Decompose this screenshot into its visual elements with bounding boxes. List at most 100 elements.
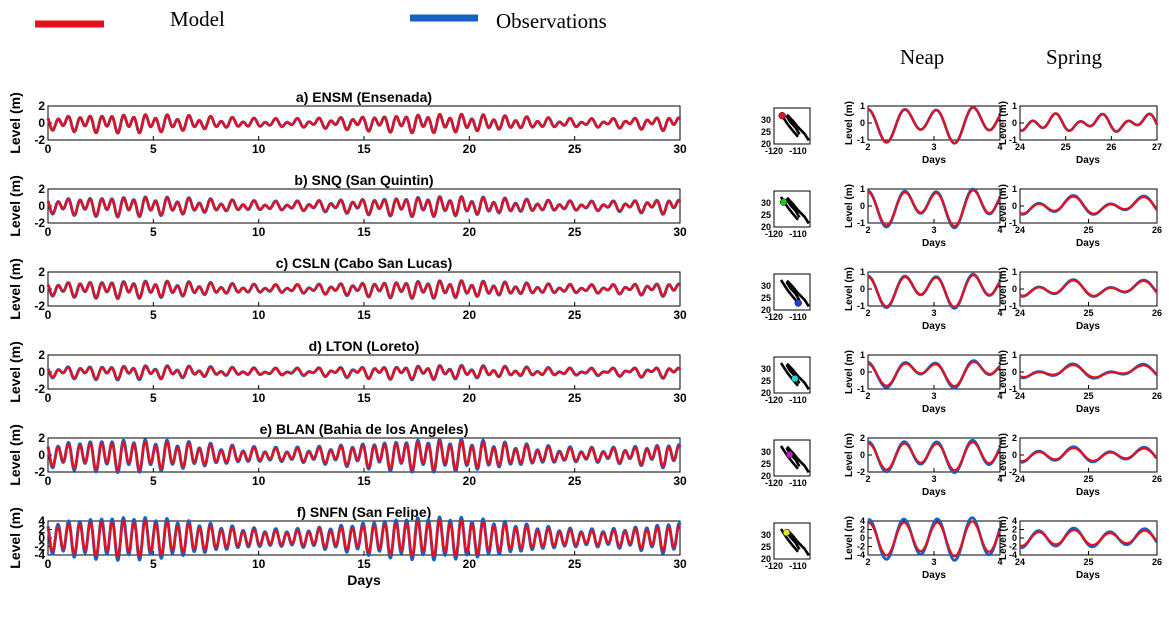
map-ytick-label: 20: [761, 305, 771, 315]
neap-axis-xtick-label: 2: [865, 225, 870, 235]
map-xtick-label: -110: [789, 312, 807, 322]
main-axis-xtick-label: 25: [568, 391, 582, 405]
main-axis-xtick-label: 5: [150, 225, 157, 239]
map-xtick-label: -120: [765, 561, 783, 571]
main-axis-xtick-label: 25: [568, 557, 582, 571]
map-ytick-label: 30: [761, 281, 771, 291]
neap-axis-xtick-label: 3: [931, 474, 936, 484]
neap-model-line: [867, 189, 1001, 228]
station-title: e) BLAN (Bahia de los Angeles): [260, 421, 469, 437]
map-coastline: [785, 281, 801, 302]
main-ylabel: Level (m): [7, 341, 23, 402]
station-row: b) SNQ (San Quintin)0 5 10 15 20 25 3020-2Leve…: [7, 172, 1162, 249]
spring-axis-ytick-label: -2: [1009, 467, 1017, 477]
spring-axis-ytick-label: 0: [1012, 284, 1017, 294]
spring-axis-xtick-label: 25: [1083, 225, 1093, 235]
spring-axis-frame: [1019, 437, 1158, 473]
neap-ylabel: Level (m): [844, 433, 855, 477]
main-axis-ytick-label: 2: [38, 99, 45, 113]
map-coastline: [786, 362, 810, 391]
neap-ylabel: Level (m): [844, 267, 855, 311]
map-frame: [773, 439, 811, 477]
main-axis-ytick-label: -2: [34, 216, 45, 230]
main-axis-ytick-label: 2: [38, 265, 45, 279]
spring-xlabel: Days: [1076, 155, 1100, 166]
spring-axis-xtick-label: 25: [1083, 557, 1093, 567]
spring-axis-xtick-label: 26: [1152, 391, 1162, 401]
spring-axis-frame: [1019, 188, 1158, 224]
neap-model-line: [867, 520, 1002, 558]
map-xtick-label: -110: [789, 146, 807, 156]
main-ylabel: Level (m): [7, 92, 23, 153]
spring-model-line: [1019, 529, 1158, 547]
neap-axis-ytick-label: 0: [860, 533, 865, 543]
map-ytick-label: 25: [761, 293, 771, 303]
spring-axis-ytick-label: 1: [1012, 184, 1017, 194]
main-axis-ytick-label: 0: [38, 199, 45, 213]
spring-axis-xtick-label: 25: [1061, 142, 1071, 152]
main-axis-xtick-label: 5: [150, 308, 157, 322]
main-axis-ytick-label: -2: [34, 299, 45, 313]
spring-ylabel: Level (m): [998, 516, 1009, 560]
main-axis-ytick-label: 0: [38, 282, 45, 296]
spring-axis-xtick-label: 25: [1083, 308, 1093, 318]
map-coastline: [785, 198, 801, 219]
spring-axis-ytick-label: -2: [1009, 542, 1017, 552]
spring-axis-ytick-label: 0: [1012, 367, 1017, 377]
neap-xlabel: Days: [922, 570, 946, 581]
spring-axis-frame: [1019, 105, 1158, 141]
main-ylabel: Level (m): [7, 258, 23, 319]
spring-xlabel: Days: [1076, 487, 1100, 498]
neap-xlabel: Days: [922, 155, 946, 166]
map-xtick-label: -110: [789, 561, 807, 571]
map-frame: [773, 273, 811, 311]
spring-axis-ytick-label: 0: [1012, 450, 1017, 460]
main-axis-xtick-label: 5: [150, 557, 157, 571]
spring-axis-xtick-label: 24: [1015, 557, 1025, 567]
main-axis-xtick-label: 15: [357, 142, 371, 156]
map-coastline: [786, 196, 810, 225]
station-row: e) BLAN (Bahia de los Angeles)0 5 10 15 20 25…: [7, 421, 1162, 498]
legend: Model Observations: [35, 7, 607, 33]
neap-axis-xtick-label: 4: [997, 308, 1002, 318]
neap-axis-xtick-label: 4: [997, 142, 1002, 152]
spring-axis-xtick-label: 24: [1015, 474, 1025, 484]
map-coastline: [786, 445, 810, 474]
main-axis-xtick-label: 0: [45, 308, 52, 322]
neap-axis-xtick-label: 4: [997, 391, 1002, 401]
spring-axis-ytick-label: 1: [1012, 101, 1017, 111]
main-axis-xtick-label: 5: [150, 391, 157, 405]
neap-axis-xtick-label: 2: [865, 557, 870, 567]
station-location-dot: [779, 198, 788, 206]
spring-ylabel: Level (m): [998, 433, 1009, 477]
map-ytick-label: 25: [761, 459, 771, 469]
station-row: f) SNFN (San Felipe)0 5 10 15 20 25 30420-2-4L…: [7, 504, 1162, 588]
spring-axis-xtick-label: 24: [1015, 308, 1025, 318]
map-coastline: [785, 115, 801, 136]
main-axis-xtick-label: 25: [568, 225, 582, 239]
spring-axis-ytick-label: 0: [1012, 201, 1017, 211]
main-xlabel: Days: [347, 572, 381, 588]
main-axis-xtick-label: 0: [45, 225, 52, 239]
map-ytick-label: 25: [761, 542, 771, 552]
neap-axis-frame: [867, 354, 1001, 390]
map-ytick-label: 30: [761, 447, 771, 457]
main-axis-ytick-label: 0: [38, 116, 45, 130]
main-axis-xtick-label: 0: [45, 557, 52, 571]
panels: a) ENSM (Ensenada)0 5 10 15 20 25 3020-2Level …: [7, 89, 1162, 588]
main-axis-xtick-label: 15: [357, 225, 371, 239]
neap-ylabel: Level (m): [844, 184, 855, 228]
spring-xlabel: Days: [1076, 321, 1100, 332]
spring-axis-ytick-label: 2: [1012, 433, 1017, 443]
neap-axis-ytick-label: -1: [857, 301, 865, 311]
neap-axis-xtick-label: 2: [865, 391, 870, 401]
neap-axis-ytick-label: 1: [860, 101, 865, 111]
station-title: c) CSLN (Cabo San Lucas): [276, 255, 453, 271]
spring-axis-xtick-label: 25: [1083, 474, 1093, 484]
main-axis-ytick-label: 2: [38, 431, 45, 445]
neap-model-line: [867, 360, 1001, 388]
spring-xlabel: Days: [1076, 238, 1100, 249]
main-axis-ytick-label: -2: [34, 540, 45, 554]
map-coastline: [786, 528, 810, 557]
map-frame: [773, 190, 811, 228]
